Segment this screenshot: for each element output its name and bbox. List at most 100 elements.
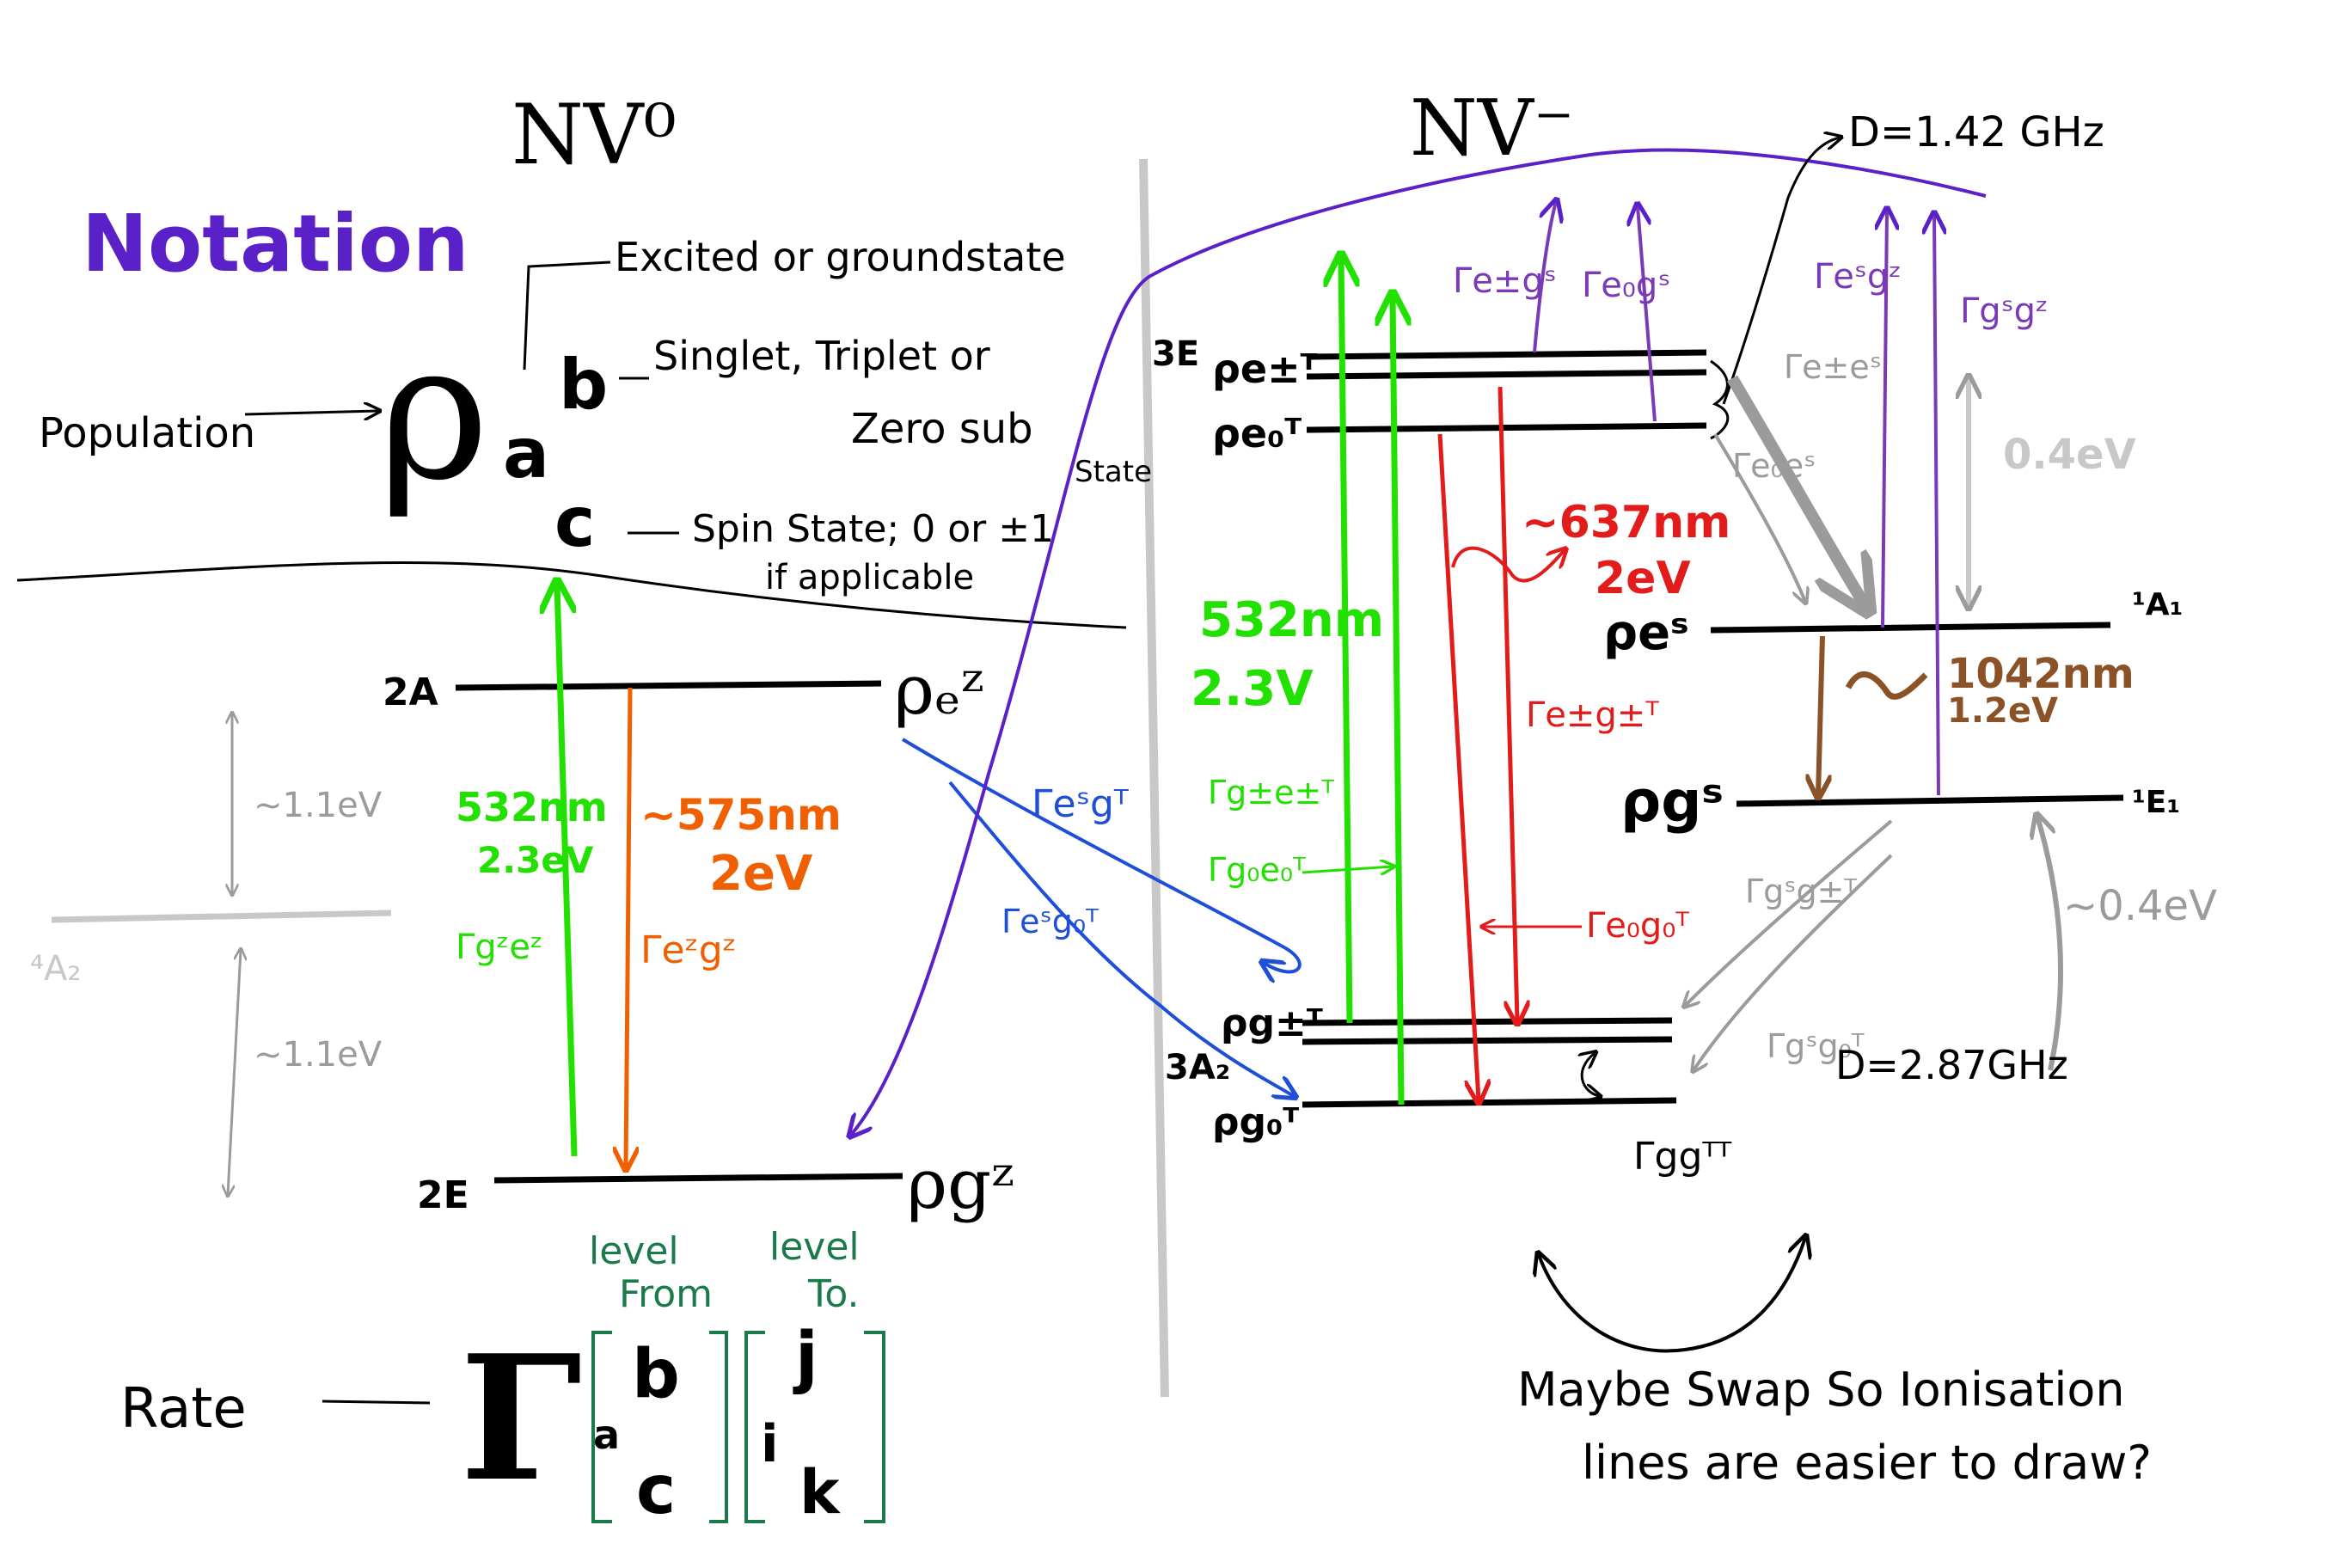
nvm-gap-bottom: ~0.4eV	[2063, 882, 2217, 930]
bracket-right-2	[864, 1331, 885, 1523]
nvm-level-3E-top	[1306, 349, 1707, 360]
nvm-green-arrow-1	[1341, 258, 1350, 1024]
nv0-level-2E	[493, 1173, 903, 1184]
nvm-gray-rate-3: Γgˢg±ᵀ	[1745, 873, 1857, 910]
blue-rate-2: Γeˢg₀ᵀ	[1001, 903, 1099, 940]
notation-divider	[16, 560, 1127, 629]
nv0-orange-rate: Γeᶻgᶻ	[640, 928, 737, 972]
nvm-level-3E-low	[1306, 422, 1707, 433]
nvm-D-excited-brace	[1710, 359, 1730, 440]
nvm-label-3E: 3E	[1152, 334, 1199, 374]
blue-arrow-2	[948, 781, 1294, 1096]
rate-label: Rate	[120, 1377, 247, 1441]
nvminus-heading: NV⁻	[1410, 83, 1574, 174]
nvm-red-arrow-2	[1437, 433, 1479, 1100]
notation-sub-c: c	[554, 482, 595, 562]
bracket-left-2	[744, 1331, 765, 1523]
excited-bracket	[523, 260, 611, 371]
nvm-red-rate-2: Γe₀g₀ᵀ	[1586, 906, 1689, 946]
nvm-rho-e0-T: ρe₀ᵀ	[1212, 410, 1302, 456]
rate-gamma: Γ	[460, 1318, 582, 1520]
nv0-label-4A2: ⁴A₂	[30, 949, 81, 989]
nv0-rho-e-z: ρₑᶻ	[894, 650, 983, 730]
nvm-green-arrow-2	[1393, 297, 1401, 1106]
nvm-gap-bottom-arrow	[2037, 817, 2063, 1071]
bracket-left-1	[591, 1331, 612, 1523]
notation-sub-a: a	[503, 413, 549, 493]
purple-ionisation-curve	[851, 148, 1987, 1135]
nvm-rho-g1-T: ρg±ᵀ	[1221, 1001, 1323, 1045]
nv0-level-4A2	[51, 910, 392, 923]
nvm-D-excited: D=1.42 GHz	[1848, 108, 2104, 156]
nvm-rho-g-S: ρgˢ	[1620, 769, 1724, 835]
nvm-green-ev: 2.3V	[1191, 661, 1314, 717]
nv0-rho-g-z: ρgᶻ	[907, 1144, 1014, 1224]
blue-arrow-1	[901, 738, 1302, 971]
nv0-gap-lower-arrow	[228, 950, 241, 1195]
nvm-red-wave	[1451, 548, 1565, 583]
notation-sup-b: b	[559, 345, 608, 425]
nv0-orange-wl: ~575nm	[640, 790, 842, 840]
nvm-rho-g0-T: ρg₀ᵀ	[1212, 1100, 1299, 1144]
nvm-purple-rate-3: Γeˢgᶻ	[1814, 257, 1902, 297]
blue-rate-1: Γeˢgᵀ	[1032, 782, 1130, 826]
nvm-green-rate-1: Γg±e±ᵀ	[1208, 774, 1334, 812]
nvm-rho-e1-T: ρe±ᵀ	[1212, 346, 1318, 392]
singlet-triplet-label: Singlet, Triplet or	[653, 333, 990, 379]
note-line-2: lines are easier to draw?	[1582, 1436, 2152, 1490]
nvm-gray-rate-2: Γe₀eˢ	[1732, 447, 1816, 485]
nvm-D-ground-arrow	[1582, 1053, 1599, 1096]
population-label: Population	[39, 409, 255, 457]
nvm-level-1A1	[1710, 622, 2111, 634]
nvm-purple-arrow-4	[1934, 215, 1939, 796]
bracket-i: i	[761, 1414, 779, 1474]
nv0-gap-upper: ~1.1eV	[254, 786, 383, 825]
nvm-gray-rate-4: Γgˢg₀ᵀ	[1767, 1027, 1865, 1065]
nvm-green-rate-2: Γg₀e₀ᵀ	[1208, 851, 1306, 889]
nv0-green-ev: 2.3eV	[477, 839, 594, 881]
bracket-b: b	[632, 1336, 680, 1413]
population-arrow	[244, 411, 378, 414]
level-to-1: level	[769, 1225, 860, 1269]
nvm-green-rate-2-arrow	[1302, 867, 1393, 873]
nv0-green-wl: 532nm	[456, 784, 608, 830]
nvm-purple-arrow-2	[1638, 206, 1657, 422]
swap-arrow	[1539, 1238, 1805, 1353]
nvm-ir-wl: 1042nm	[1947, 650, 2135, 698]
excited-label: Excited or groundstate	[615, 234, 1066, 280]
rate-dash	[322, 1400, 431, 1405]
zero-sub-label: Zero sub	[851, 405, 1033, 453]
nvm-green-wl: 532nm	[1199, 592, 1384, 648]
nvm-label-1E1: ¹E₁	[2132, 785, 2180, 820]
nvm-purple-arrow-3	[1883, 211, 1887, 628]
nv0-level-2A	[455, 680, 882, 691]
notation-rho: ρ	[378, 302, 489, 522]
nv0-green-rate: Γgᶻeᶻ	[456, 928, 543, 967]
nv0-green-arrow	[557, 585, 578, 1157]
nv0-label-2A: 2A	[383, 671, 438, 714]
spin-state-label: Spin State; 0 or ±1	[692, 507, 1054, 551]
nvm-gray-arrow-2	[1713, 432, 1805, 602]
nvm-red-ev: 2eV	[1595, 553, 1691, 604]
bracket-k: k	[799, 1457, 841, 1528]
nvm-red-wl: ~637nm	[1522, 497, 1730, 548]
nvm-ir-ev: 1.2eV	[1947, 691, 2058, 731]
level-from-1: level	[589, 1229, 679, 1273]
nvm-label-1A1: ¹A₁	[2132, 587, 2183, 622]
bracket-c: c	[636, 1452, 676, 1529]
nvm-brown-arrow	[1818, 635, 1822, 795]
nvm-gray-arrow-1	[1726, 375, 1865, 606]
bracket-j: j	[793, 1319, 818, 1396]
nvm-purple-rate-4: Γgˢgᶻ	[1960, 291, 2049, 331]
nvm-brown-wave	[1845, 671, 1928, 700]
notation-heading: Notation	[82, 198, 469, 290]
bracket-right-1	[709, 1331, 728, 1523]
nvm-D-ground: D=2.87GHz	[1835, 1042, 2068, 1088]
nvm-level-3A2-low	[1302, 1097, 1677, 1108]
nv0-gap-lower: ~1.1eV	[254, 1035, 383, 1075]
state-label: State	[1075, 455, 1152, 489]
nvm-level-3E-mid	[1306, 369, 1707, 380]
nvm-level-1E1	[1736, 794, 2124, 807]
nvm-gray-rate-1: Γe±eˢ	[1784, 348, 1882, 386]
